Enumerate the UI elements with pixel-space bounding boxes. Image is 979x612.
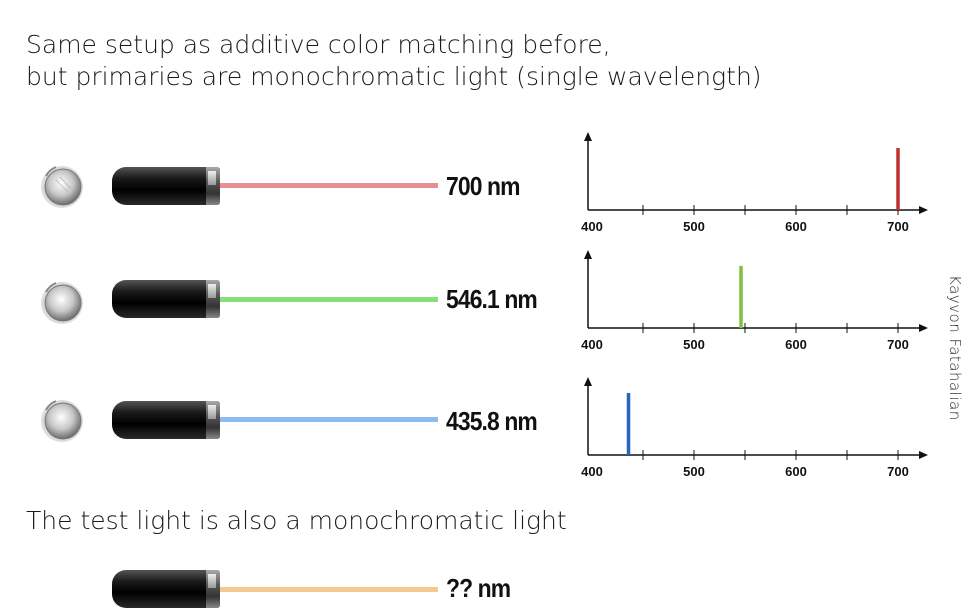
tick-label-400: 400 [581, 219, 603, 234]
title-line-1: Same setup as additive color matching be… [26, 30, 611, 59]
tick-label-600: 600 [785, 337, 807, 352]
wavelength-label-700: 700 nm [446, 171, 520, 201]
beam-700 [220, 183, 438, 188]
spectral-line [626, 393, 631, 455]
x-axis-arrow [919, 324, 928, 332]
tick-label-700: 700 [887, 219, 909, 234]
laser-pointer-icon [112, 167, 220, 205]
tick-label-400: 400 [581, 337, 603, 352]
spectral-line [739, 266, 743, 328]
x-axis-arrow [919, 206, 928, 214]
wavelength-label-435: 435.8 nm [446, 406, 538, 436]
y-axis-arrow [584, 377, 592, 386]
y-axis-arrow [584, 250, 592, 259]
y-axis-arrow [584, 132, 592, 141]
author-credit: Kayvon Fatahalian [946, 275, 964, 421]
x-axis-arrow [919, 451, 928, 459]
tick-label-600: 600 [785, 464, 807, 479]
spectrum-chart-435: 400 500 600 700 [581, 377, 928, 479]
dial-knob-icon[interactable] [38, 396, 86, 444]
test-wavelength-label: ?? nm [446, 573, 511, 603]
spectrum-chart-546: 400 500 600 700 [581, 250, 928, 352]
tick-label-500: 500 [683, 219, 705, 234]
tick-label-500: 500 [683, 464, 705, 479]
laser-pointer-icon [112, 401, 220, 439]
test-light-caption: The test light is also a monochromatic l… [26, 506, 567, 535]
spectral-line [896, 148, 900, 210]
laser-pointer-icon [112, 570, 220, 608]
tick-label-400: 400 [581, 464, 603, 479]
beam-546 [220, 297, 438, 302]
tick-label-700: 700 [887, 337, 909, 352]
title-line-2: but primaries are monochromatic light (s… [26, 62, 762, 91]
dial-knob-icon[interactable] [38, 162, 86, 210]
tick-label-500: 500 [683, 337, 705, 352]
tick-label-700: 700 [887, 464, 909, 479]
spectrum-chart-700: 400 500 600 700 [581, 132, 928, 234]
beam-435 [220, 417, 438, 422]
laser-pointer-icon [112, 280, 220, 318]
tick-label-600: 600 [785, 219, 807, 234]
dial-knob-icon[interactable] [38, 278, 86, 326]
beam-test [220, 587, 438, 592]
wavelength-label-546: 546.1 nm [446, 284, 538, 314]
